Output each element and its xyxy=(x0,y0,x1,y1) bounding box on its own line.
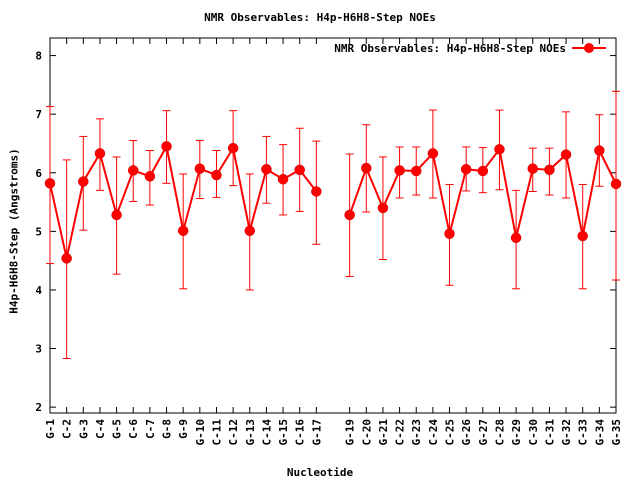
y-tick-label: 4 xyxy=(35,284,42,297)
data-point xyxy=(227,142,239,154)
data-point xyxy=(161,141,172,152)
x-tick-label: C-25 xyxy=(444,419,457,446)
data-point xyxy=(361,162,372,174)
x-tick-label: G-15 xyxy=(277,419,290,446)
y-tick-label: 5 xyxy=(35,225,42,238)
data-point xyxy=(344,209,355,221)
data-point xyxy=(44,178,56,189)
data-point xyxy=(527,163,539,174)
x-tick-label: G-35 xyxy=(610,419,623,446)
data-point xyxy=(194,163,206,174)
data-point xyxy=(177,225,189,237)
data-point xyxy=(311,186,322,197)
x-tick-label: C-11 xyxy=(210,419,223,446)
data-point xyxy=(244,225,256,237)
data-point xyxy=(477,165,489,177)
data-point xyxy=(211,169,222,181)
legend-label: NMR Observables: H4p-H6H8-Step NOEs xyxy=(334,42,566,55)
y-tick-label: 7 xyxy=(35,108,42,121)
x-tick-label: C-2 xyxy=(61,419,74,439)
x-tick-label: G-21 xyxy=(377,419,390,446)
data-point xyxy=(94,148,106,159)
x-tick-label: G-8 xyxy=(161,419,174,439)
data-point xyxy=(78,176,89,187)
y-tick-label: 6 xyxy=(35,167,42,180)
data-point xyxy=(144,171,156,182)
x-tick-label: G-10 xyxy=(194,419,207,446)
x-tick-label: G-1 xyxy=(44,419,57,439)
x-tick-label: C-28 xyxy=(493,419,506,446)
data-point xyxy=(427,148,439,159)
x-tick-label: G-29 xyxy=(510,419,523,446)
data-point xyxy=(444,228,455,239)
data-point xyxy=(544,164,555,176)
data-point xyxy=(577,230,588,242)
x-tick-label: G-3 xyxy=(77,419,90,439)
x-tick-label: C-16 xyxy=(294,419,307,446)
x-tick-label: C-12 xyxy=(227,419,240,446)
data-point xyxy=(294,164,305,176)
x-tick-label: G-27 xyxy=(477,419,490,446)
x-tick-label: G-5 xyxy=(111,419,124,439)
x-axis-label: Nucleotide xyxy=(286,466,354,479)
x-tick-label: C-31 xyxy=(543,419,556,446)
y-tick-label: 2 xyxy=(35,401,42,414)
y-tick-label: 8 xyxy=(35,50,42,63)
x-tick-label: C-20 xyxy=(360,419,373,446)
data-point xyxy=(460,164,472,175)
data-point xyxy=(111,209,122,221)
x-tick-label: G-23 xyxy=(410,419,423,446)
x-tick-label: C-33 xyxy=(577,419,590,446)
data-point xyxy=(377,202,389,214)
data-point xyxy=(494,144,505,155)
data-point xyxy=(127,165,139,176)
data-point xyxy=(394,165,405,176)
chart-title: NMR Observables: H4p-H6H8-Step NOEs xyxy=(204,11,436,24)
data-point xyxy=(560,149,572,160)
data-point xyxy=(610,178,622,190)
data-point xyxy=(261,164,272,175)
data-point xyxy=(410,165,422,177)
x-tick-label: G-9 xyxy=(177,419,190,439)
x-tick-label: C-6 xyxy=(127,419,140,439)
x-tick-label: G-26 xyxy=(460,419,473,446)
x-tick-label: C-7 xyxy=(144,419,157,439)
x-tick-label: G-19 xyxy=(344,419,357,446)
x-tick-label: C-4 xyxy=(94,419,107,439)
x-tick-label: G-13 xyxy=(244,419,257,446)
x-tick-label: G-34 xyxy=(593,419,606,446)
x-tick-label: G-17 xyxy=(310,419,323,446)
legend-marker xyxy=(584,43,594,53)
data-point xyxy=(61,253,72,264)
data-point xyxy=(594,145,605,156)
x-tick-label: C-30 xyxy=(527,419,540,446)
x-tick-label: C-14 xyxy=(260,419,273,446)
plot-frame xyxy=(49,37,617,414)
x-tick-label: C-24 xyxy=(427,419,440,446)
data-point xyxy=(277,173,289,185)
data-point xyxy=(510,232,522,244)
x-tick-label: C-22 xyxy=(394,419,407,446)
x-tick-label: G-32 xyxy=(560,419,573,446)
y-tick-label: 3 xyxy=(35,343,42,356)
